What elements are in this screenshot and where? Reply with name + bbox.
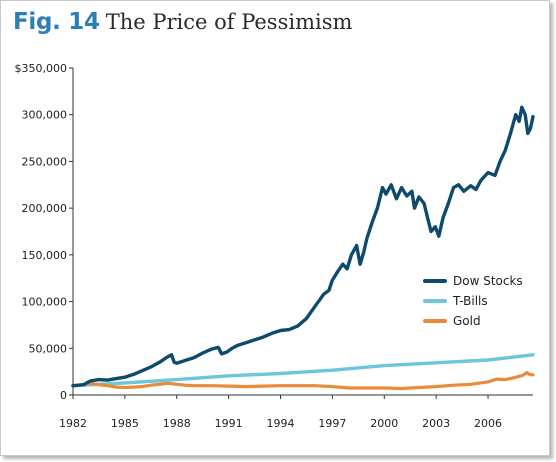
x-tick-label: 2000 [370, 417, 398, 430]
x-tick-label: 1991 [215, 417, 243, 430]
y-tick-label: 200,000 [22, 202, 68, 215]
chart-legend: Dow Stocks T-Bills Gold [423, 274, 523, 328]
series-line-gold [71, 371, 535, 391]
y-tick-label: $350,000 [15, 62, 68, 75]
y-tick-label: 300,000 [22, 109, 68, 122]
y-tick-label: 250,000 [22, 155, 68, 168]
legend-label: Gold [453, 314, 481, 328]
x-tick-label: 1985 [111, 417, 139, 430]
series-line-t-bills [71, 353, 535, 388]
y-tick-label: 150,000 [22, 249, 68, 262]
x-tick-label: 1988 [163, 417, 191, 430]
figure-title-text: The Price of Pessimism [105, 10, 353, 34]
x-tick-label: 2006 [474, 417, 502, 430]
chart-series [71, 105, 535, 391]
x-tick-label: 1982 [59, 417, 87, 430]
y-tick-label: 100,000 [22, 296, 68, 309]
line-chart: 0 50,000 100,000 150,000 200,000 250,000 300,0… [15, 62, 535, 430]
y-tick-label: 0 [60, 389, 67, 402]
x-tick-label: 1994 [267, 417, 295, 430]
chart-axes: 0 50,000 100,000 150,000 200,000 250,000 300,0… [15, 62, 533, 430]
legend-label: Dow Stocks [453, 274, 523, 288]
x-tick-label: 1997 [318, 417, 346, 430]
legend-label: T-Bills [452, 294, 488, 308]
figure-number: Fig. 14 [13, 9, 100, 35]
figure-title: Fig. 14 The Price of Pessimism [13, 9, 352, 35]
y-tick-label: 50,000 [29, 342, 68, 355]
series-line-dow-stocks [71, 105, 535, 388]
figure-frame: Fig. 14 The Price of Pessimism 0 50,000 100… [0, 0, 550, 456]
x-tick-label: 2003 [422, 417, 450, 430]
